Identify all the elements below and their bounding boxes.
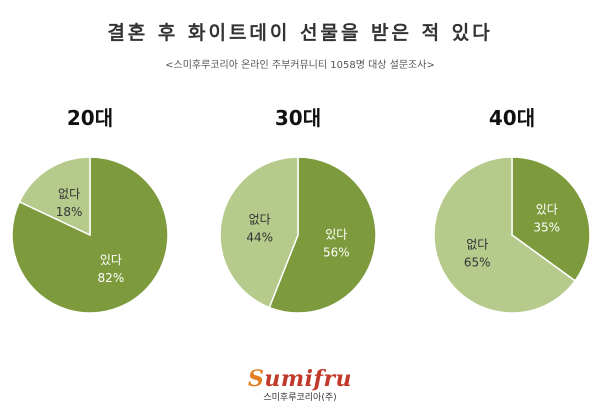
pie-slice-yes xyxy=(268,156,377,314)
pie-slice-percent: 35% xyxy=(533,220,560,234)
pie-chart-title: 40대 xyxy=(488,106,536,130)
pie-chart-svg: 있다 35% 없다 65% xyxy=(433,156,591,314)
pie-slice-yes xyxy=(511,156,591,282)
pie-charts-container: 20대 있다 82% 없다 18% 30대 있다 56% 없다 44% 40대 있다 35% 없… xyxy=(0,100,600,330)
chart-title: 결혼 후 화이트데이 선물을 받은 적 있다 xyxy=(107,22,493,44)
pie-slice-label: 없다 xyxy=(466,238,488,252)
logo-wordmark: Sumifru xyxy=(248,366,352,392)
pie-chart-title: 30대 xyxy=(274,106,322,130)
logo-word-rest: umifru xyxy=(264,366,353,392)
chart-subtitle: <스미후루코리아 온라인 주부커뮤니티 1058명 대상 설문조사> xyxy=(165,60,435,71)
pie-slice-no xyxy=(433,156,577,314)
pie-chart-30s: 30대 있다 56% 없다 44% xyxy=(213,100,383,330)
pie-slice-percent: 82% xyxy=(98,271,125,285)
pie-chart-40s: 40대 있다 35% 없다 65% xyxy=(427,100,597,330)
pie-slice-label: 없다 xyxy=(58,187,80,201)
pie-slice-label: 있다 xyxy=(536,202,558,216)
pie-slice-percent: 65% xyxy=(464,256,491,270)
pie-slice-label: 없다 xyxy=(249,213,271,227)
pie-chart-svg: 있다 56% 없다 44% xyxy=(219,156,377,314)
pie-chart-20s: 20대 있다 82% 없다 18% xyxy=(5,100,175,330)
pie-chart-title: 20대 xyxy=(66,106,114,130)
logo-company-name: 스미후루코리아(주) xyxy=(263,393,337,403)
pie-slice-percent: 44% xyxy=(246,231,273,245)
pie-chart-svg: 있다 82% 없다 18% xyxy=(11,156,169,314)
logo-initial: S xyxy=(247,366,265,392)
pie-slice-label: 있다 xyxy=(325,227,347,241)
pie-slice-percent: 56% xyxy=(323,245,350,259)
sumifru-logo: Sumifru 스미후루코리아(주) xyxy=(0,366,600,403)
pie-slice-percent: 18% xyxy=(56,205,83,219)
pie-slice-label: 있다 xyxy=(100,253,122,267)
pie-slice-no xyxy=(219,156,299,309)
pie-slice-no xyxy=(18,156,91,237)
